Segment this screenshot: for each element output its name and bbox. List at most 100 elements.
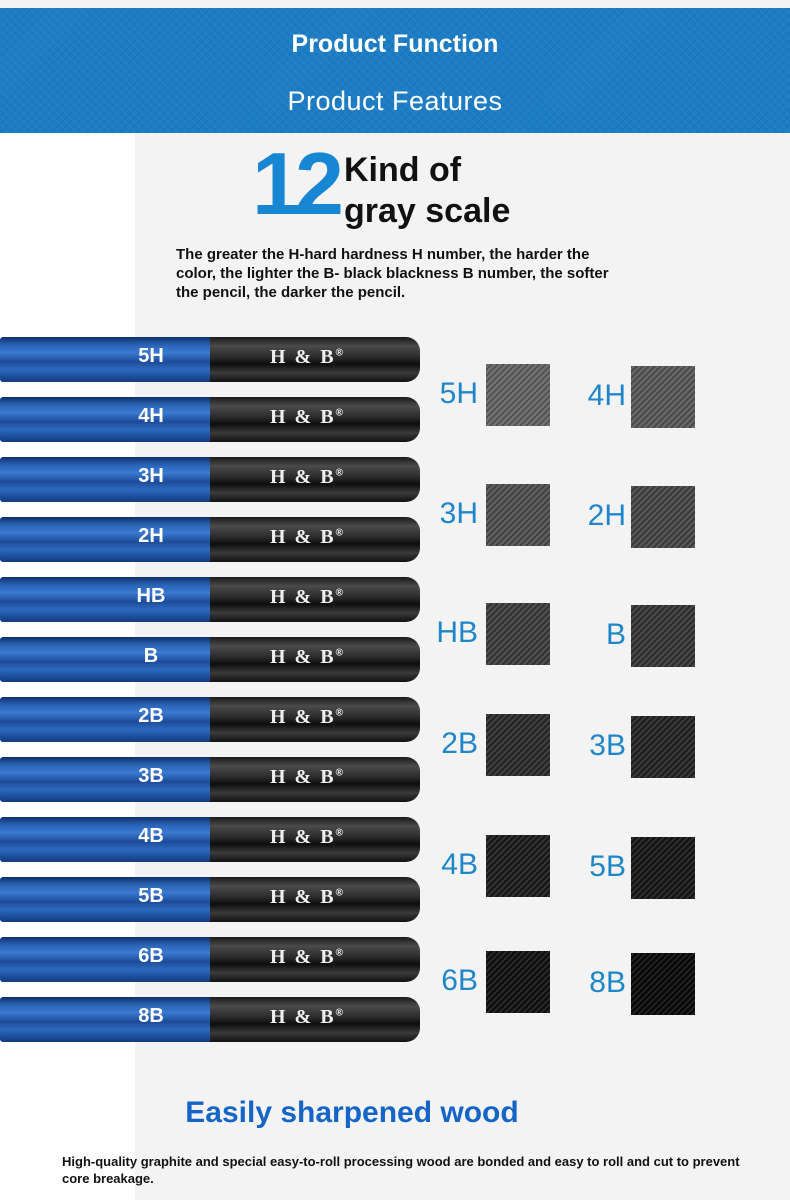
pencil-item: 6B H & B®: [0, 937, 425, 982]
pencil-item: B H & B®: [0, 637, 425, 682]
pencil-brand-text: H & B: [270, 766, 336, 788]
graphite-swatch: [631, 716, 695, 778]
pencil-brand-label: H & B®: [270, 406, 343, 429]
pencil-brand-label: H & B®: [270, 706, 343, 729]
footer-description: High-quality graphite and special easy-t…: [62, 1154, 740, 1186]
pencil-brand-text: H & B: [270, 646, 336, 668]
pencil-brand-label: H & B®: [270, 886, 343, 909]
registered-mark: ®: [335, 347, 343, 359]
scribble-shading: [486, 835, 550, 897]
registered-mark: ®: [335, 947, 343, 959]
headline-text: Kind of gray scale: [344, 150, 510, 232]
pencil-item: 3B H & B®: [0, 757, 425, 802]
pencil-brand-label: H & B®: [270, 646, 343, 669]
pencil-item: 5B H & B®: [0, 877, 425, 922]
graphite-swatch: [486, 951, 550, 1013]
scribble-shading: [631, 486, 695, 548]
registered-mark: ®: [335, 887, 343, 899]
graphite-swatch: [486, 714, 550, 776]
scribble-shading: [486, 714, 550, 776]
pencil-brand-text: H & B: [270, 826, 336, 848]
pencil-grade-label: 4H: [138, 405, 164, 427]
graphite-swatch: [486, 603, 550, 665]
pencil-barrel: [0, 937, 212, 982]
swatch-label: 5B: [589, 850, 626, 883]
registered-mark: ®: [335, 1007, 343, 1019]
headline-line1: Kind of: [344, 151, 462, 189]
pencil-brand-label: H & B®: [270, 586, 343, 609]
pencil-brand-label: H & B®: [270, 826, 343, 849]
pencil-cap: [210, 577, 420, 622]
swatch-label: 2B: [441, 727, 478, 760]
header-banner: Product Function Product Features: [0, 8, 790, 133]
swatch-label: 4H: [587, 379, 626, 412]
pencil-brand-label: H & B®: [270, 766, 343, 789]
headline-line2: gray scale: [344, 191, 511, 230]
pencil-brand-label: H & B®: [270, 466, 343, 489]
pencil-grade-label: 5B: [138, 885, 164, 907]
pencil-grade-label: 4B: [138, 825, 164, 847]
pencil-brand-text: H & B: [270, 706, 336, 728]
graphite-swatch: [486, 364, 550, 426]
pencil-cap: [210, 877, 420, 922]
pencil-grade-label: 2B: [138, 705, 164, 727]
pencil-barrel: [0, 757, 212, 802]
graphite-swatch: [486, 835, 550, 897]
graphite-swatch: [631, 605, 695, 667]
pencil-brand-text: H & B: [270, 526, 336, 548]
pencil-brand-text: H & B: [270, 946, 336, 968]
pencil-cap: [210, 937, 420, 982]
swatch-label: 4B: [441, 848, 478, 881]
pencil-brand-text: H & B: [270, 346, 336, 368]
pencil-brand-text: H & B: [270, 1006, 336, 1028]
pencil-brand-text: H & B: [270, 466, 336, 488]
pencil-item: 4B H & B®: [0, 817, 425, 862]
pencil-brand-label: H & B®: [270, 346, 343, 369]
pencil-grade-label: HB: [136, 585, 166, 607]
header-subtitle: Product Features: [287, 86, 503, 116]
pencil-item: 2B H & B®: [0, 697, 425, 742]
pencil-item: 5H H & B®: [0, 337, 425, 382]
scribble-shading: [631, 716, 695, 778]
pencil-item: 4H H & B®: [0, 397, 425, 442]
scribble-shading: [631, 605, 695, 667]
scribble-shading: [486, 364, 550, 426]
header-title: Product Function: [291, 30, 499, 58]
pencil-cap: [210, 637, 420, 682]
swatch-label: HB: [436, 616, 478, 649]
scribble-shading: [486, 484, 550, 546]
pencil-item: 8B H & B®: [0, 997, 425, 1042]
swatch-label: 5H: [439, 377, 478, 410]
scribble-shading: [631, 837, 695, 899]
scribble-shading: [631, 366, 695, 428]
scribble-shading: [631, 953, 695, 1015]
pencil-barrel: [0, 337, 212, 382]
swatch-label: 8B: [589, 966, 626, 999]
pencil-cap: [210, 337, 420, 382]
pencil-grade-label: B: [143, 645, 159, 667]
registered-mark: ®: [335, 767, 343, 779]
pencil-barrel: [0, 577, 212, 622]
pencil-barrel: [0, 697, 212, 742]
pencil-cap: [210, 397, 420, 442]
graphite-swatch: [486, 484, 550, 546]
registered-mark: ®: [335, 707, 343, 719]
pencil-cap: [210, 697, 420, 742]
pencil-grade-label: 3H: [138, 465, 164, 487]
pencil-cap: [210, 997, 420, 1042]
registered-mark: ®: [335, 587, 343, 599]
registered-mark: ®: [335, 527, 343, 539]
pencil-grade-label: 5H: [138, 345, 164, 367]
pencil-grade-label: 2H: [138, 525, 164, 547]
pencil-cap: [210, 757, 420, 802]
registered-mark: ®: [335, 827, 343, 839]
scribble-shading: [486, 603, 550, 665]
pencil-barrel: [0, 517, 212, 562]
pencil-brand-label: H & B®: [270, 1006, 343, 1029]
footer-title: Easily sharpened wood: [185, 1096, 519, 1129]
registered-mark: ®: [335, 467, 343, 479]
pencil-grade-label: 6B: [138, 945, 164, 967]
graphite-swatch: [631, 953, 695, 1015]
pencil-brand-label: H & B®: [270, 526, 343, 549]
swatch-label: B: [605, 618, 626, 651]
